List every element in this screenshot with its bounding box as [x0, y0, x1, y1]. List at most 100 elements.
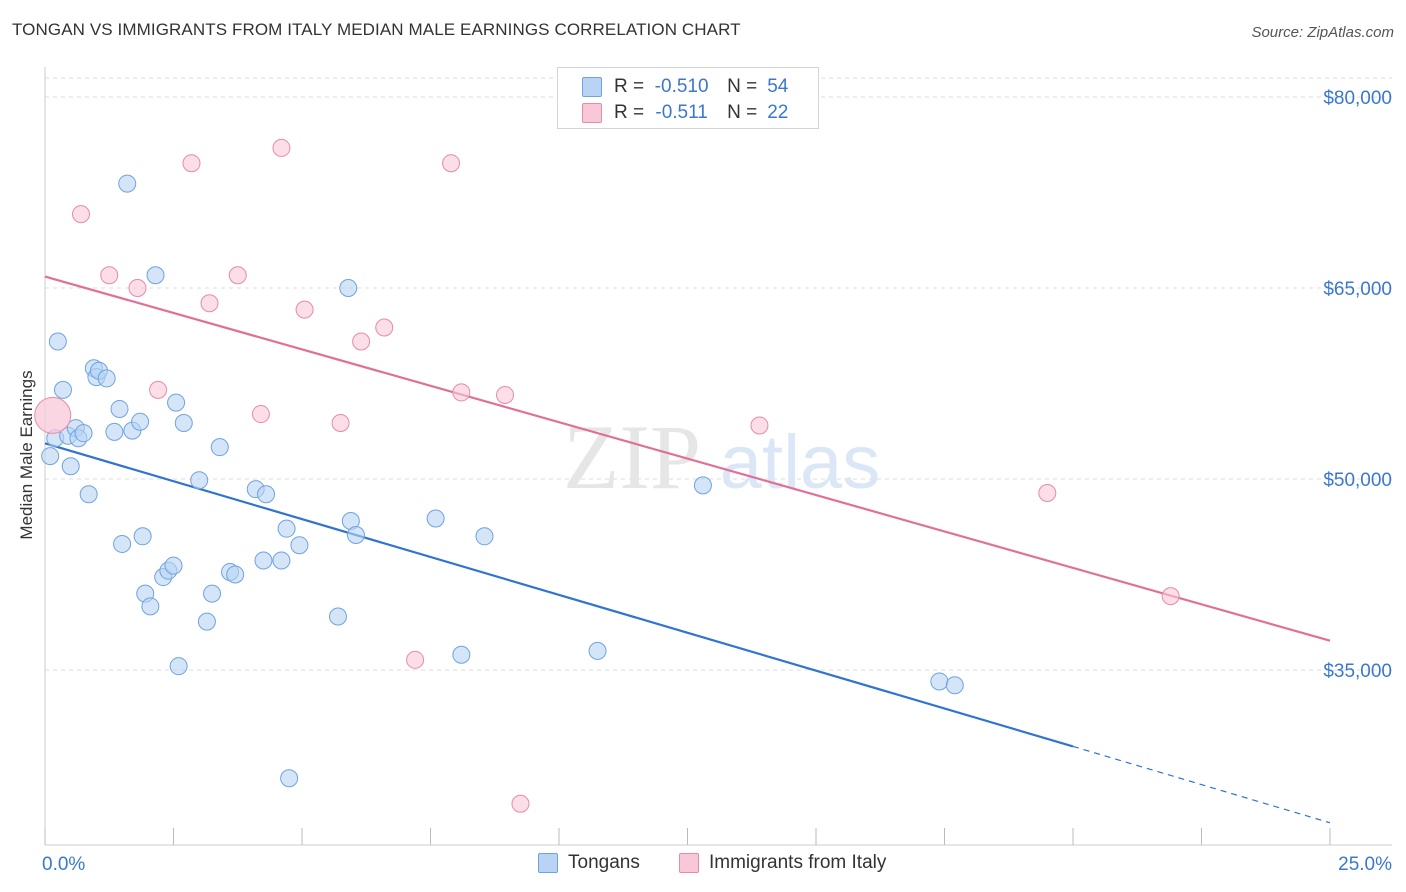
point-italy-6 [200, 294, 219, 313]
point-italy-21 [1161, 587, 1180, 606]
trend-line-italy [44, 275, 1331, 642]
point-italy-7 [228, 266, 247, 285]
watermark: ZIP atlas [563, 406, 880, 508]
legend-n-label: N = [727, 76, 758, 97]
y-tick-label-65000: $65,000 [1323, 279, 1392, 300]
legend-n-label: N = [727, 102, 758, 123]
legend-row-tongans: R = -0.510 N = 54 [582, 75, 788, 99]
point-italy-13 [375, 318, 394, 337]
point-tongans-14 [105, 422, 124, 441]
tick-label-layer: $35,000 $50,000 $65,000 $80,000 0.0% 25.0% [42, 88, 1392, 875]
bottom-legend-tongans: Tongans [538, 852, 640, 874]
point-tongans-33 [210, 438, 229, 457]
point-tongans-51 [693, 476, 712, 495]
point-tongans-20 [133, 527, 152, 546]
point-tongans-16 [113, 534, 132, 553]
trend-line-tongans-extension [1072, 745, 1331, 824]
point-tongans-0 [41, 447, 60, 466]
legend-r-value-tongans: -0.510 [654, 76, 709, 97]
points-layer [34, 138, 1180, 813]
bottom-legend-label-italy: Immigrants from Italy [709, 852, 887, 873]
legend-swatch-tongans [582, 77, 602, 97]
point-tongans-29 [174, 413, 193, 432]
point-tongans-9 [79, 485, 98, 504]
point-italy-4 [149, 380, 168, 399]
point-tongans-49 [475, 527, 494, 546]
correlation-legend: R = -0.510 N = 54 R = -0.511 N = 22 [557, 67, 819, 129]
point-tongans-26 [164, 556, 183, 575]
legend-swatch-italy [582, 103, 602, 123]
point-tongans-43 [328, 607, 347, 626]
point-italy-18 [511, 794, 530, 813]
legend-row-italy: R = -0.511 N = 22 [582, 101, 788, 125]
legend-r-label: R = [614, 76, 645, 97]
point-tongans-48 [452, 645, 471, 664]
point-italy-11 [331, 413, 350, 432]
point-tongans-35 [226, 565, 245, 584]
point-tongans-47 [426, 509, 445, 528]
point-tongans-19 [131, 412, 150, 431]
point-italy-19 [750, 416, 769, 435]
legend-r-label: R = [614, 102, 645, 123]
x-tick-label-min: 0.0% [42, 854, 85, 875]
axis-layer [44, 67, 1392, 846]
chart-source: Source: ZipAtlas.com [1251, 24, 1394, 41]
legend-n-value-tongans: 54 [767, 76, 789, 97]
point-tongans-2 [48, 332, 67, 351]
point-tongans-13 [97, 369, 116, 388]
point-italy-17 [496, 385, 515, 404]
bottom-legend-swatch-tongans [538, 853, 558, 873]
point-tongans-30 [190, 471, 209, 490]
point-italy-1 [71, 205, 90, 224]
point-tongans-22 [141, 597, 160, 616]
trend-line-tongans [44, 442, 1074, 748]
legend-n-value-italy: 22 [767, 102, 789, 123]
point-tongans-42 [290, 536, 309, 555]
point-tongans-39 [272, 551, 291, 570]
point-tongans-27 [167, 393, 186, 412]
point-tongans-52 [930, 672, 949, 691]
point-tongans-8 [74, 424, 93, 443]
point-tongans-17 [118, 174, 137, 193]
point-tongans-46 [346, 526, 365, 545]
point-italy-2 [100, 266, 119, 285]
point-italy-10 [295, 300, 314, 319]
y-tick-label-80000: $80,000 [1323, 88, 1392, 109]
point-tongans-38 [257, 485, 276, 504]
point-italy-3 [128, 279, 147, 297]
point-tongans-41 [280, 769, 299, 788]
point-tongans-15 [110, 399, 129, 418]
point-italy-0 [34, 396, 72, 434]
bottom-legend-label-tongans: Tongans [568, 852, 640, 873]
point-italy-14 [406, 650, 425, 669]
grid-layer [45, 77, 1392, 671]
point-tongans-40 [277, 519, 296, 538]
point-tongans-37 [254, 551, 273, 570]
bottom-legend-italy: Immigrants from Italy [679, 852, 886, 874]
point-italy-5 [182, 154, 201, 173]
chart-title: TONGAN VS IMMIGRANTS FROM ITALY MEDIAN M… [12, 20, 741, 39]
point-tongans-31 [197, 612, 216, 631]
point-tongans-23 [146, 266, 165, 285]
point-tongans-3 [53, 380, 72, 399]
watermark-atlas: atlas [720, 420, 881, 505]
point-tongans-44 [339, 279, 358, 297]
point-tongans-32 [203, 584, 222, 603]
point-tongans-5 [61, 457, 80, 476]
point-italy-9 [272, 138, 291, 157]
trend-layer [44, 275, 1331, 824]
point-tongans-28 [169, 657, 188, 676]
point-italy-8 [251, 405, 270, 424]
point-tongans-53 [945, 676, 964, 695]
legend-r-value-italy: -0.511 [655, 102, 708, 123]
y-tick-label-50000: $50,000 [1323, 470, 1392, 491]
bottom-legend-swatch-italy [679, 853, 699, 873]
y-tick-label-35000: $35,000 [1323, 661, 1392, 682]
point-italy-12 [352, 332, 371, 351]
point-italy-20 [1038, 484, 1057, 503]
x-tick-label-max: 25.0% [1338, 854, 1392, 875]
point-tongans-50 [588, 641, 607, 660]
point-italy-15 [442, 154, 461, 173]
